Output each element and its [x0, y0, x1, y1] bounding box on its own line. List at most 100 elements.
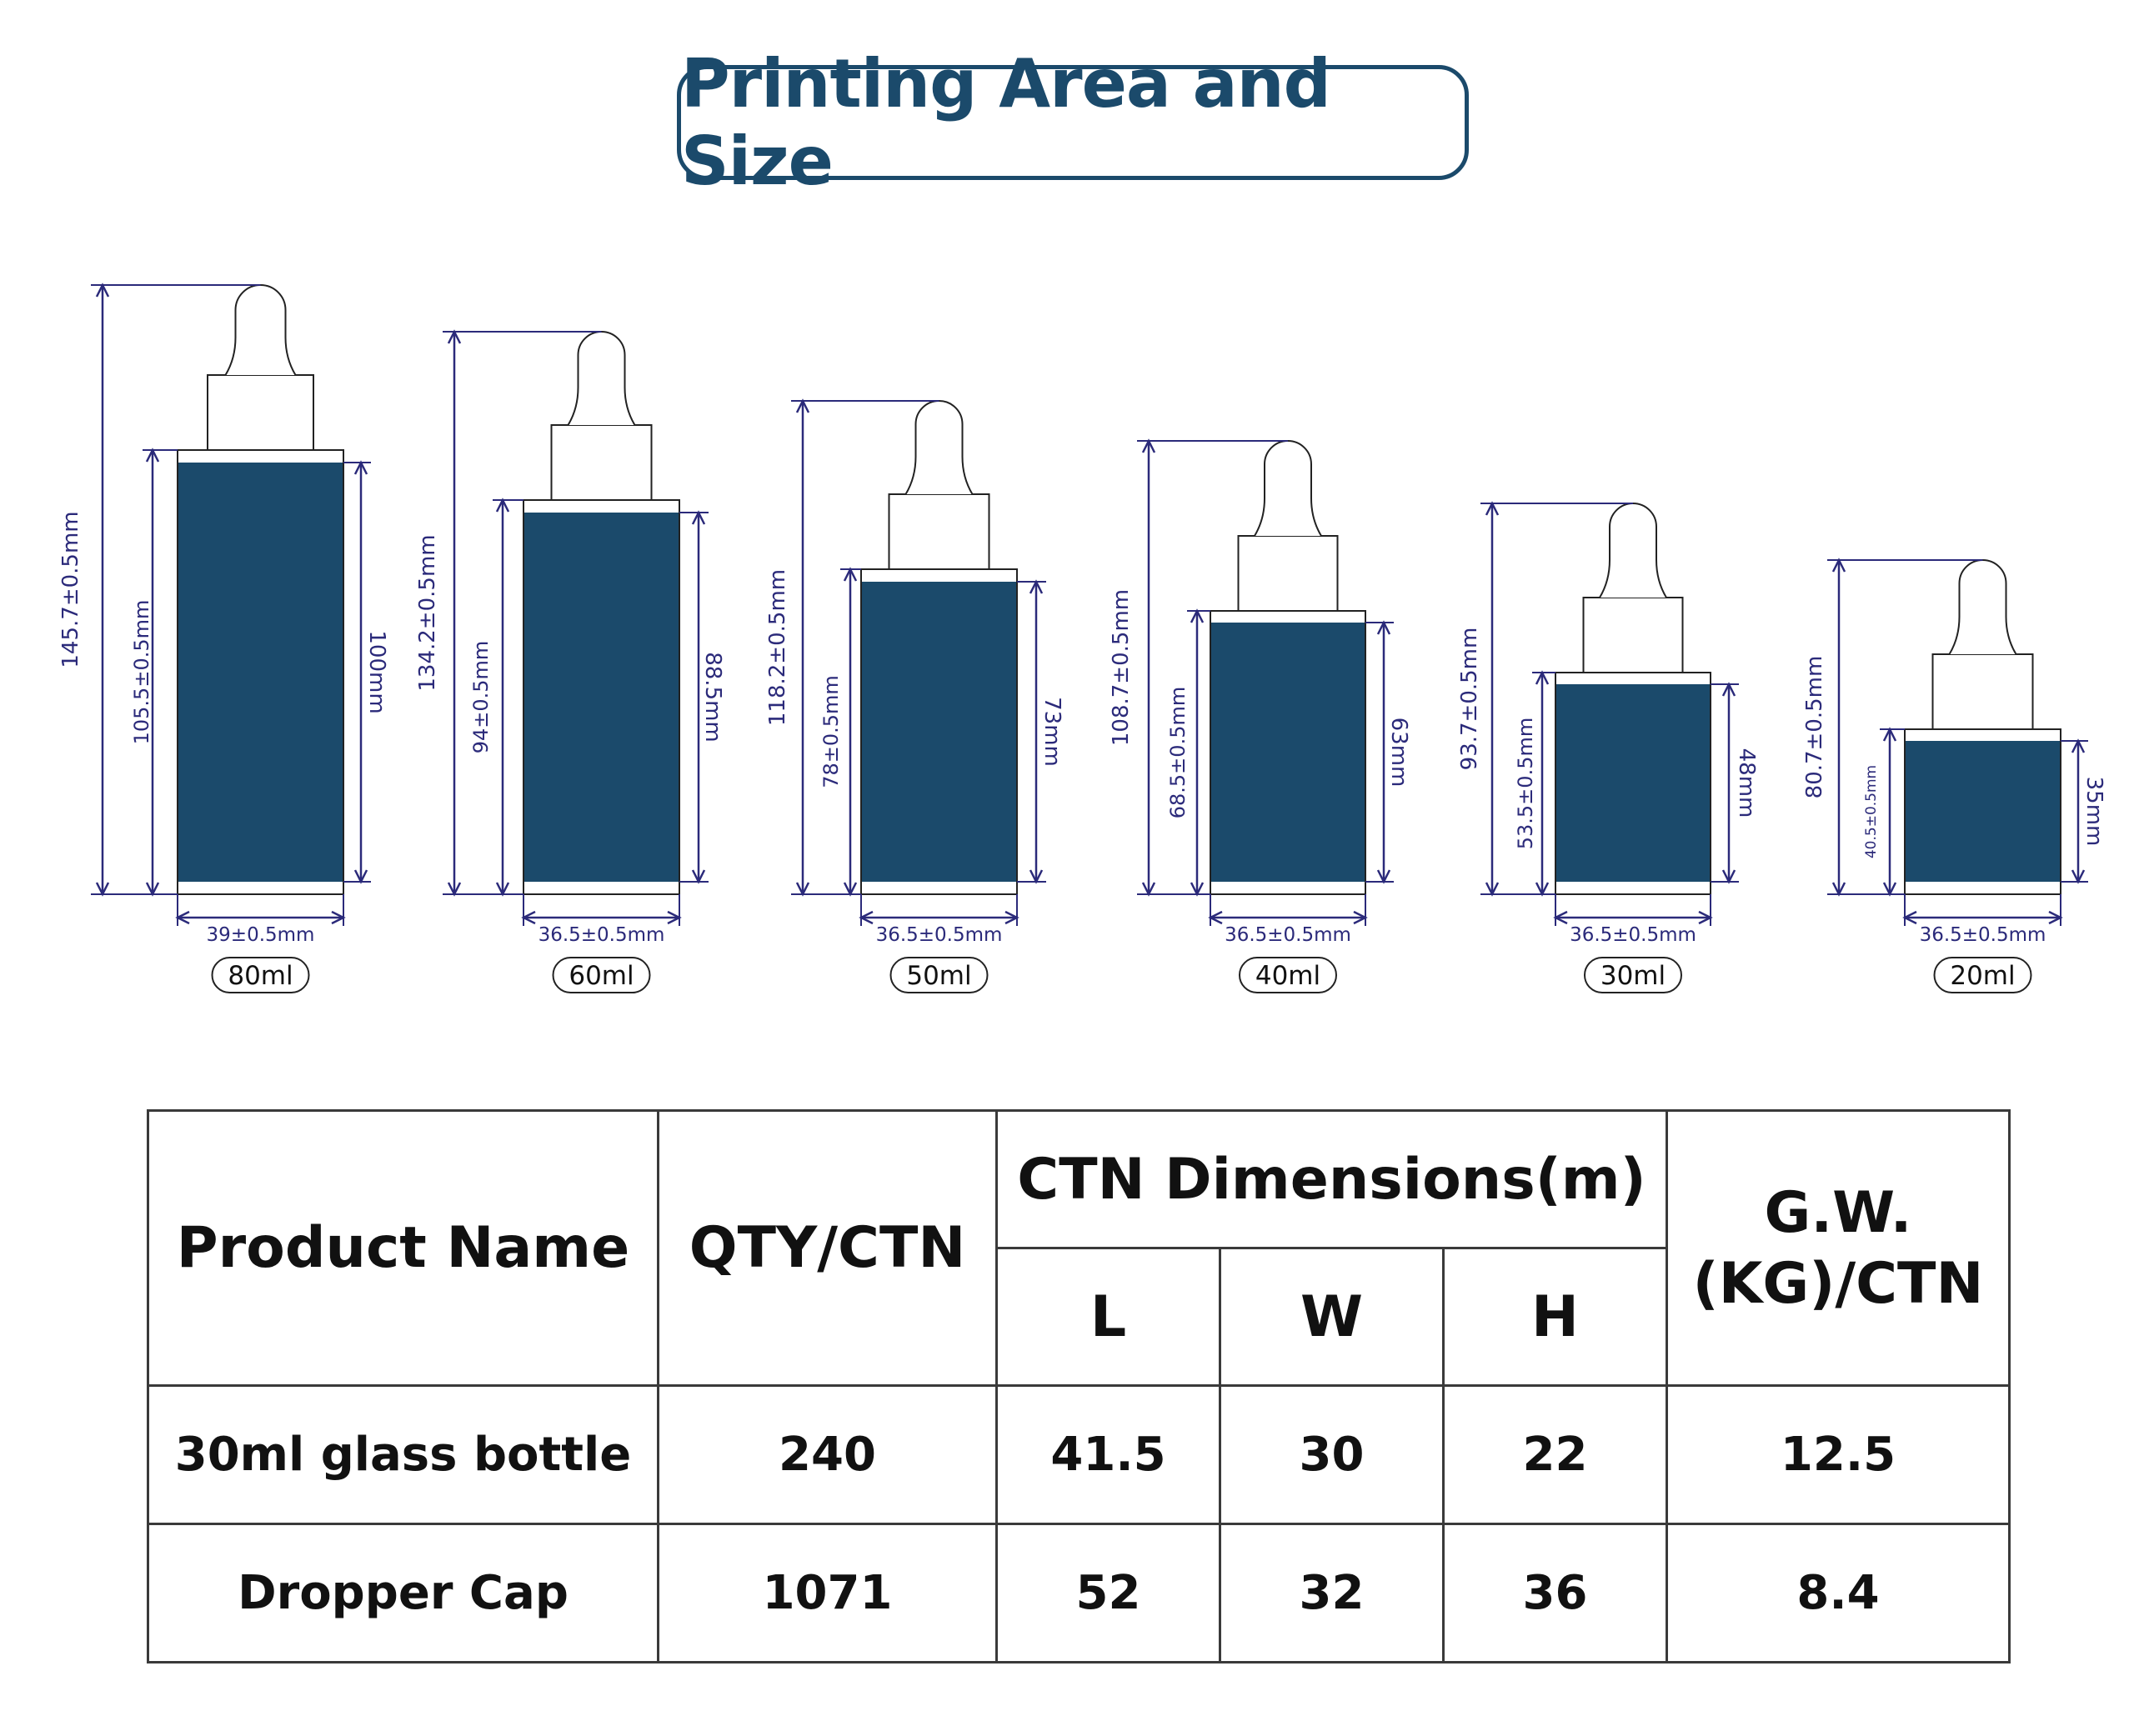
- arrow-head-icon: [859, 910, 874, 925]
- capacity-label: 60ml: [569, 961, 634, 991]
- body-height-label: 68.5±0.5mm: [1166, 687, 1190, 818]
- width-label: 36.5±0.5mm: [1225, 924, 1351, 946]
- capacity-badge: [552, 957, 651, 993]
- arrow-head-icon: [1141, 882, 1156, 897]
- arrow-head-icon: [1376, 869, 1391, 884]
- arrow-head-icon: [1190, 608, 1205, 623]
- dropper-collar: [1931, 653, 2034, 730]
- total-height-label: 108.7±0.5mm: [1109, 589, 1134, 746]
- dropper-collar: [888, 493, 990, 570]
- dropper-collar: [1237, 535, 1339, 612]
- printing-area: [1906, 741, 2060, 882]
- arrow-head-icon: [1353, 910, 1368, 925]
- arrow-head-icon: [353, 869, 368, 884]
- header-h: H: [1441, 1247, 1669, 1387]
- arrow-head-icon: [175, 910, 190, 925]
- arrow-head-icon: [691, 510, 706, 525]
- total-height-label: 145.7±0.5mm: [58, 511, 83, 668]
- bottle-20ml: 80.7±0.5mm 40.5±0.5mm 35mm 36.5±0.5mm 20ml: [1802, 558, 2106, 993]
- capacity-label: 30ml: [1600, 961, 1666, 991]
- arrow-head-icon: [1485, 501, 1500, 516]
- arrow-head-icon: [145, 448, 160, 463]
- dropper-collar: [550, 424, 653, 501]
- cell-qty: 240: [657, 1384, 998, 1525]
- print-height-label: 48mm: [1734, 748, 1759, 818]
- printing-area: [1211, 623, 1365, 882]
- header-product-name: Product Name: [147, 1109, 659, 1387]
- total-height-label: 80.7±0.5mm: [1802, 656, 1827, 799]
- arrow-head-icon: [795, 882, 810, 897]
- arrow-head-icon: [1029, 579, 1044, 594]
- arrow-head-icon: [1831, 558, 1846, 573]
- capacity-label: 80ml: [228, 961, 293, 991]
- header-qty: QTY/CTN: [657, 1109, 998, 1387]
- cell-name: Dropper Cap: [147, 1523, 659, 1663]
- bottle-50ml: 118.2±0.5mm 78±0.5mm 73mm 36.5±0.5mm 50ml: [765, 398, 1064, 993]
- arrow-head-icon: [1553, 910, 1568, 925]
- arrow-head-icon: [1485, 882, 1500, 897]
- bottle-30ml: 93.7±0.5mm 53.5±0.5mm 48mm 36.5±0.5mm 30ml: [1457, 501, 1759, 993]
- total-height-label: 118.2±0.5mm: [765, 569, 790, 726]
- table-header-row: Product Name QTY/CTN CTN Dimensions(m) G…: [147, 1109, 2011, 1387]
- dropper-bulb: [224, 284, 297, 376]
- arrow-head-icon: [1831, 882, 1846, 897]
- body-height-label: 78±0.5mm: [819, 675, 843, 788]
- cell-h: 22: [1441, 1384, 1669, 1525]
- table-row: 30ml glass bottle 240 41.5 30 22 12.5: [147, 1384, 2011, 1525]
- total-height-label: 93.7±0.5mm: [1457, 628, 1482, 771]
- print-height-label: 35mm: [2081, 777, 2106, 847]
- arrow-head-icon: [2071, 738, 2086, 753]
- arrow-head-icon: [1902, 910, 1917, 925]
- arrow-head-icon: [521, 910, 536, 925]
- arrow-head-icon: [1721, 682, 1736, 697]
- dropper-bulb: [904, 400, 974, 495]
- arrow-head-icon: [447, 882, 462, 897]
- arrow-head-icon: [1190, 882, 1205, 897]
- capacity-badge: [889, 957, 989, 993]
- printing-area: [1556, 684, 1710, 882]
- cell-gw: 12.5: [1666, 1384, 2011, 1525]
- spec-table: Product Name QTY/CTN CTN Dimensions(m) G…: [147, 1109, 2011, 1663]
- body-height-label: 105.5±0.5mm: [130, 600, 153, 745]
- printing-area: [862, 582, 1016, 882]
- arrow-head-icon: [1882, 882, 1897, 897]
- capacity-label: 50ml: [906, 961, 971, 991]
- arrow-head-icon: [1208, 910, 1223, 925]
- table-row: Dropper Cap 1071 52 32 36 8.4: [147, 1523, 2011, 1663]
- print-height-label: 63mm: [1386, 718, 1411, 788]
- header-gross-weight: G.W. (KG)/CTN: [1666, 1109, 2011, 1387]
- table-subheader-row: L W H: [148, 1247, 2010, 1387]
- header-w: W: [1219, 1247, 1445, 1387]
- arrow-head-icon: [1029, 869, 1044, 884]
- body-height-label: 94±0.5mm: [469, 641, 493, 754]
- width-label: 36.5±0.5mm: [539, 924, 665, 946]
- cell-w: 32: [1219, 1523, 1445, 1663]
- arrow-head-icon: [795, 398, 810, 413]
- arrow-head-icon: [331, 910, 346, 925]
- cell-l: 52: [995, 1523, 1221, 1663]
- arrow-head-icon: [843, 567, 858, 582]
- cell-w: 30: [1219, 1384, 1445, 1525]
- page-title: Printing Area and Size: [681, 45, 1331, 200]
- print-height-label: 73mm: [1039, 697, 1064, 767]
- width-label: 36.5±0.5mm: [876, 924, 1003, 946]
- bottle-40ml: 108.7±0.5mm 68.5±0.5mm 63mm 36.5±0.5mm 40ml: [1109, 438, 1411, 993]
- arrow-head-icon: [447, 329, 462, 344]
- arrow-head-icon: [95, 882, 110, 897]
- arrow-head-icon: [95, 283, 110, 298]
- arrow-head-icon: [843, 882, 858, 897]
- dropper-bulb: [1599, 503, 1667, 598]
- print-height-label: 88.5mm: [700, 652, 725, 743]
- arrow-head-icon: [1535, 670, 1550, 685]
- dropper-bulb: [567, 331, 636, 426]
- arrow-head-icon: [1721, 869, 1736, 884]
- capacity-badge: [211, 957, 310, 993]
- capacity-badge: [1933, 957, 2032, 993]
- arrow-head-icon: [2048, 910, 2063, 925]
- header-gw-line2: (KG)/CTN: [1692, 1250, 1984, 1317]
- arrow-head-icon: [1141, 438, 1156, 453]
- arrow-head-icon: [691, 869, 706, 884]
- arrow-head-icon: [353, 460, 368, 475]
- dropper-collar: [1582, 597, 1684, 673]
